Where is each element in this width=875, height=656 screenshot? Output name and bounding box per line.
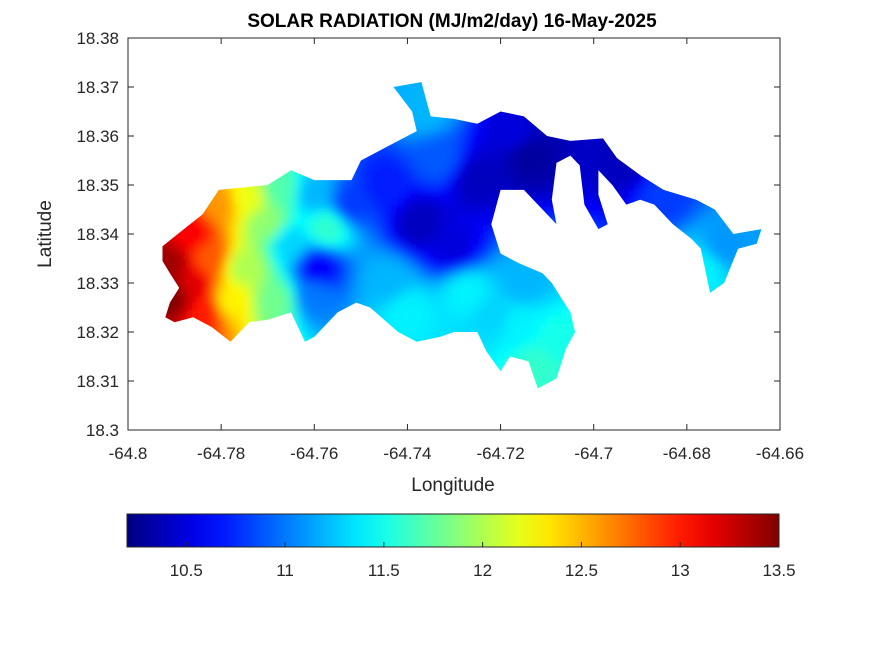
colorbar-tick-label: 11.5 (368, 561, 400, 580)
colorbar-gradient (127, 514, 779, 547)
x-tick-label: -64.78 (197, 444, 245, 463)
y-axis-label: Latitude (35, 200, 56, 268)
colorbar-ticks: 10.5 11 11.5 12 12.5 13 13.5 (170, 542, 796, 580)
x-tick-label: -64.8 (109, 444, 148, 463)
colorbar-tick-label: 13.5 (762, 561, 795, 580)
x-tick-label: -64.66 (756, 444, 804, 463)
x-axis: -64.8 -64.78 -64.76 -64.74 -64.72 -64.7 -64.68… (109, 38, 804, 463)
colorbar-tick-label: 10.5 (170, 561, 203, 580)
x-tick-label: -64.72 (476, 444, 524, 463)
colorbar-tick-label: 12 (473, 561, 492, 580)
y-tick-label: 18.35 (76, 176, 119, 195)
y-tick-label: 18.32 (76, 323, 119, 342)
colorbar-tick-label: 11 (276, 561, 294, 580)
y-tick-label: 18.33 (76, 274, 119, 293)
x-tick-label: -64.74 (383, 444, 431, 463)
x-tick-label: -64.76 (290, 444, 338, 463)
colorbar-tick-label: 13 (671, 561, 690, 580)
x-axis-label: Longitude (411, 475, 494, 496)
colorbar: 10.5 11 11.5 12 12.5 13 13.5 (126, 513, 796, 580)
y-tick-label: 18.36 (76, 127, 119, 146)
chart-title: SOLAR RADIATION (MJ/m2/day) 16-May-2025 (247, 11, 657, 32)
y-tick-label: 18.31 (76, 372, 119, 391)
y-tick-label: 18.38 (76, 29, 119, 48)
y-tick-label: 18.34 (76, 225, 119, 244)
colorbar-tick-label: 12.5 (565, 561, 598, 580)
colorbar-frame (126, 513, 780, 548)
x-tick-label: -64.7 (574, 444, 613, 463)
y-axis: 18.3 18.31 18.32 18.33 18.34 18.35 18.36 18.37 1… (76, 29, 780, 440)
y-tick-label: 18.37 (76, 78, 119, 97)
y-tick-label: 18.3 (86, 421, 119, 440)
x-tick-label: -64.68 (663, 444, 711, 463)
plot-area: -64.8 -64.78 -64.76 -64.74 -64.72 -64.7 -64.68… (76, 29, 804, 463)
